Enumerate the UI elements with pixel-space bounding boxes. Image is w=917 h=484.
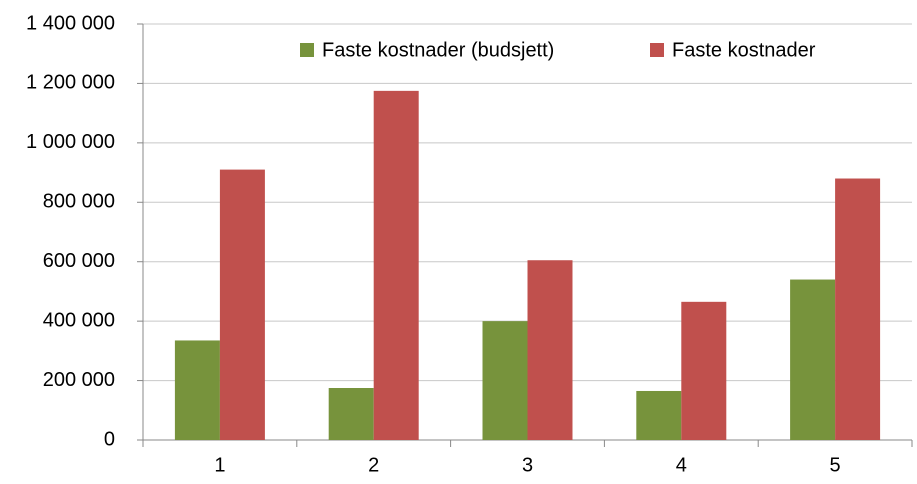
bar [328,388,374,440]
x-tick-label: 3 [522,454,533,476]
y-tick-label: 0 [104,428,115,450]
bar [835,178,881,440]
legend-swatch [650,43,664,57]
bar [636,390,682,440]
y-tick-label: 800 000 [43,191,115,213]
legend-swatch [300,43,314,57]
x-tick-label: 1 [214,454,225,476]
x-tick-label: 5 [830,454,841,476]
y-tick-label: 200 000 [43,369,115,391]
bar [527,260,573,440]
x-tick-label: 4 [676,454,687,476]
bar [219,169,265,440]
y-tick-label: 1 400 000 [26,12,115,34]
bar [373,90,419,440]
bar [681,301,727,440]
bar [482,321,528,440]
bar [174,340,220,440]
y-tick-label: 1 200 000 [26,72,115,94]
y-tick-label: 400 000 [43,309,115,331]
legend-label: Faste kostnader [672,39,816,61]
bar [790,279,836,440]
x-tick-label: 2 [368,454,379,476]
y-tick-label: 1 000 000 [26,131,115,153]
y-tick-label: 600 000 [43,250,115,272]
legend-label: Faste kostnader (budsjett) [322,39,554,61]
